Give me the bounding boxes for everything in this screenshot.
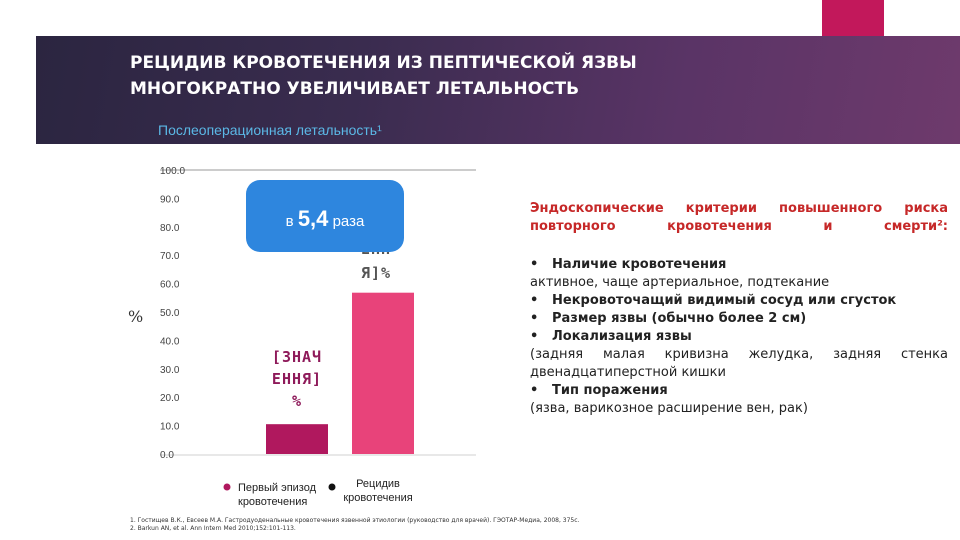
risk-criteria-panel: Эндоскопические критерии повышенного рис… [530,200,948,418]
y-tick-label: 40.0 [160,336,180,347]
bar-first-episode [266,424,328,454]
y-tick-label: 100.0 [160,166,185,177]
criteria-title-line-2: повторного кровотечения и смерти²: [530,219,948,234]
ratio-callout-text: в 5,4 раза [286,206,365,231]
footnotes: 1. Гостищев В.К., Евсеев М.А. Гастродуод… [130,517,830,533]
legend-marker-recurrence [328,483,336,491]
ratio-suffix: раза [328,213,365,230]
ratio-prefix: в [286,213,298,230]
data-label-first-episode: ЕННЯ] [272,370,322,388]
title-line-1: РЕЦИДИВ КРОВОТЕЧЕНИЯ ИЗ ПЕПТИЧЕСКОЙ ЯЗВЫ [130,53,637,73]
ratio-callout [246,180,404,252]
chart-subtitle: Послеоперационная летальность¹ [158,122,382,138]
legend-label-recurrence: кровотечения [343,492,412,504]
criteria-bullet: Размер язвы (обычно более 2 см) [530,310,948,328]
legend-label-first-episode: кровотечения [238,496,307,508]
data-label-first-episode: [ЗНАЧ [272,348,322,366]
legend-label-first-episode: Первый эпизод [238,482,317,494]
footnote-1: 1. Гостищев В.К., Евсеев М.А. Гастродуод… [130,517,580,524]
criteria-bullet: Наличие кровотечения [530,256,948,274]
y-tick-label: 90.0 [160,194,180,205]
y-axis-label: % [128,307,143,326]
y-tick-label: 80.0 [160,223,180,234]
criteria-title: Эндоскопические критерии повышенного рис… [530,200,948,236]
footnote-2: 2. Barkun AN, et al. Ann Intern Med 2010… [130,525,296,532]
criteria-detail: (задняя малая кривизна желудка, задняя с… [530,347,948,362]
ratio-value: 5,4 [298,206,329,231]
header-banner [36,36,960,144]
criteria-detail: активное, чаще артериальное, подтекание [530,275,830,290]
criteria-detail: (язва, варикозное расширение вен, рак) [530,401,808,416]
legend-label-recurrence: Рецидив [356,478,400,490]
y-tick-label: 60.0 [160,280,180,291]
criteria-title-line-1: Эндоскопические критерии повышенного рис… [530,201,948,216]
data-label-first-episode: % [292,392,302,410]
y-tick-label: 30.0 [160,365,180,376]
title-line-2: МНОГОКРАТНО УВЕЛИЧИВАЕТ ЛЕТАЛЬНОСТЬ [130,79,580,99]
y-tick-label: 50.0 [160,308,180,319]
data-label-recurrence: Я]% [361,264,391,282]
criteria-bullet: Некровоточащий видимый сосуд или сгусток [530,292,948,310]
criteria-detail: двенадцатиперстной кишки [530,365,726,380]
criteria-bullet: Локализация язвы [530,328,948,346]
accent-bar [822,0,884,36]
bar-recurrence [352,292,414,454]
criteria-bullet: Тип поражения [530,382,948,400]
page-title: РЕЦИДИВ КРОВОТЕЧЕНИЯ ИЗ ПЕПТИЧЕСКОЙ ЯЗВЫ… [130,50,770,102]
y-tick-label: 20.0 [160,393,180,404]
legend-marker-first-episode [223,483,231,491]
y-tick-label: 10.0 [160,422,180,433]
y-tick-label: 0.0 [160,450,174,461]
y-tick-label: 70.0 [160,251,180,262]
